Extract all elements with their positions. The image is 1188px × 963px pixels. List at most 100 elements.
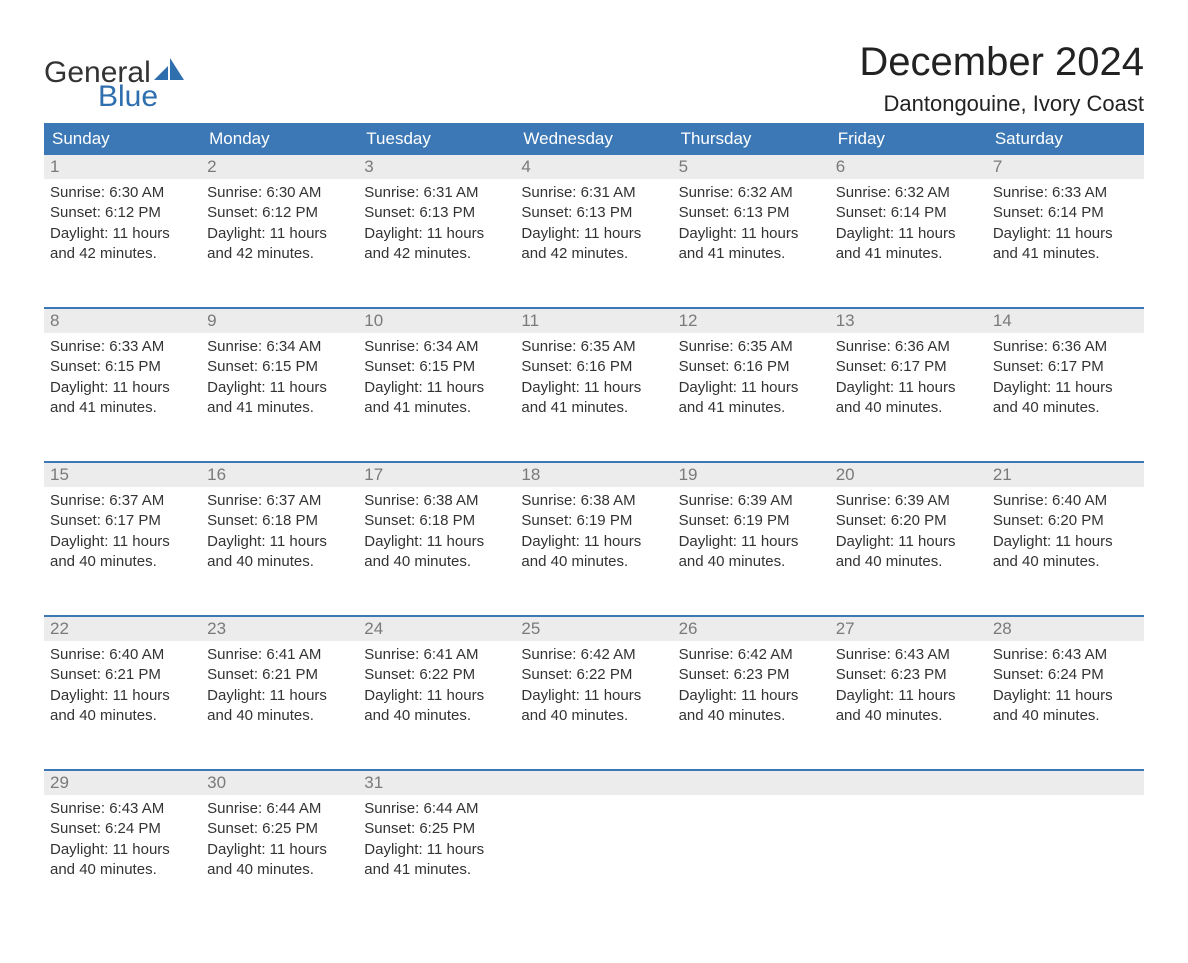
day-body: Sunrise: 6:33 AMSunset: 6:14 PMDaylight:… xyxy=(987,179,1144,282)
daylight-text-1: Daylight: 11 hours xyxy=(207,686,352,706)
day-number-cell xyxy=(673,771,830,795)
day-body: Sunrise: 6:31 AMSunset: 6:13 PMDaylight:… xyxy=(358,179,515,282)
day-number: 8 xyxy=(44,309,201,333)
daylight-text-1: Daylight: 11 hours xyxy=(836,532,981,552)
day-number: 2 xyxy=(201,155,358,179)
day-number-cell: 15 xyxy=(44,463,201,487)
daylight-text-2: and 41 minutes. xyxy=(364,398,509,418)
day-body xyxy=(673,795,830,817)
day-number: 10 xyxy=(358,309,515,333)
day-body: Sunrise: 6:43 AMSunset: 6:23 PMDaylight:… xyxy=(830,641,987,744)
day-body-row: Sunrise: 6:33 AMSunset: 6:15 PMDaylight:… xyxy=(44,333,1144,462)
day-number-cell: 19 xyxy=(673,463,830,487)
day-cell: Sunrise: 6:38 AMSunset: 6:19 PMDaylight:… xyxy=(515,487,672,616)
day-number: 3 xyxy=(358,155,515,179)
day-cell: Sunrise: 6:31 AMSunset: 6:13 PMDaylight:… xyxy=(358,179,515,308)
day-body-row: Sunrise: 6:43 AMSunset: 6:24 PMDaylight:… xyxy=(44,795,1144,923)
sunrise-text: Sunrise: 6:32 AM xyxy=(836,183,981,203)
day-cell: Sunrise: 6:33 AMSunset: 6:15 PMDaylight:… xyxy=(44,333,201,462)
day-number-cell: 30 xyxy=(201,771,358,795)
sunrise-text: Sunrise: 6:39 AM xyxy=(836,491,981,511)
day-number-cell: 18 xyxy=(515,463,672,487)
day-cell: Sunrise: 6:35 AMSunset: 6:16 PMDaylight:… xyxy=(515,333,672,462)
day-number xyxy=(830,771,987,795)
daylight-text-2: and 40 minutes. xyxy=(993,706,1138,726)
sunset-text: Sunset: 6:20 PM xyxy=(993,511,1138,531)
sunset-text: Sunset: 6:21 PM xyxy=(50,665,195,685)
sunset-text: Sunset: 6:16 PM xyxy=(521,357,666,377)
sunset-text: Sunset: 6:19 PM xyxy=(679,511,824,531)
daylight-text-1: Daylight: 11 hours xyxy=(679,532,824,552)
daylight-text-1: Daylight: 11 hours xyxy=(364,378,509,398)
day-number: 18 xyxy=(515,463,672,487)
sunrise-text: Sunrise: 6:43 AM xyxy=(50,799,195,819)
sunset-text: Sunset: 6:20 PM xyxy=(836,511,981,531)
day-cell: Sunrise: 6:44 AMSunset: 6:25 PMDaylight:… xyxy=(358,795,515,923)
daylight-text-2: and 41 minutes. xyxy=(207,398,352,418)
day-cell: Sunrise: 6:32 AMSunset: 6:14 PMDaylight:… xyxy=(830,179,987,308)
day-cell: Sunrise: 6:38 AMSunset: 6:18 PMDaylight:… xyxy=(358,487,515,616)
sunset-text: Sunset: 6:25 PM xyxy=(364,819,509,839)
calendar-table: Sunday Monday Tuesday Wednesday Thursday… xyxy=(44,123,1144,923)
daylight-text-1: Daylight: 11 hours xyxy=(207,378,352,398)
daylight-text-2: and 41 minutes. xyxy=(50,398,195,418)
day-number-row: 891011121314 xyxy=(44,309,1144,333)
sunset-text: Sunset: 6:13 PM xyxy=(521,203,666,223)
sunset-text: Sunset: 6:24 PM xyxy=(50,819,195,839)
sunrise-text: Sunrise: 6:41 AM xyxy=(207,645,352,665)
day-number: 23 xyxy=(201,617,358,641)
header: General Blue December 2024 Dantongouine,… xyxy=(44,40,1144,117)
daylight-text-1: Daylight: 11 hours xyxy=(679,686,824,706)
weekday-header: Sunday xyxy=(44,123,201,155)
daylight-text-2: and 42 minutes. xyxy=(521,244,666,264)
day-number: 5 xyxy=(673,155,830,179)
day-cell: Sunrise: 6:40 AMSunset: 6:21 PMDaylight:… xyxy=(44,641,201,770)
day-number: 31 xyxy=(358,771,515,795)
daylight-text-1: Daylight: 11 hours xyxy=(50,840,195,860)
day-body: Sunrise: 6:37 AMSunset: 6:18 PMDaylight:… xyxy=(201,487,358,590)
weekday-header-row: Sunday Monday Tuesday Wednesday Thursday… xyxy=(44,123,1144,155)
day-body: Sunrise: 6:34 AMSunset: 6:15 PMDaylight:… xyxy=(201,333,358,436)
day-body: Sunrise: 6:42 AMSunset: 6:23 PMDaylight:… xyxy=(673,641,830,744)
daylight-text-2: and 40 minutes. xyxy=(50,860,195,880)
day-body: Sunrise: 6:30 AMSunset: 6:12 PMDaylight:… xyxy=(44,179,201,282)
daylight-text-1: Daylight: 11 hours xyxy=(207,532,352,552)
title-block: December 2024 Dantongouine, Ivory Coast xyxy=(859,40,1144,117)
day-number-cell: 8 xyxy=(44,309,201,333)
daylight-text-2: and 40 minutes. xyxy=(836,706,981,726)
day-cell: Sunrise: 6:40 AMSunset: 6:20 PMDaylight:… xyxy=(987,487,1144,616)
sunrise-text: Sunrise: 6:33 AM xyxy=(993,183,1138,203)
day-cell xyxy=(673,795,830,923)
daylight-text-2: and 40 minutes. xyxy=(207,552,352,572)
sunrise-text: Sunrise: 6:37 AM xyxy=(50,491,195,511)
sunrise-text: Sunrise: 6:43 AM xyxy=(993,645,1138,665)
day-body: Sunrise: 6:40 AMSunset: 6:20 PMDaylight:… xyxy=(987,487,1144,590)
day-body: Sunrise: 6:30 AMSunset: 6:12 PMDaylight:… xyxy=(201,179,358,282)
day-cell: Sunrise: 6:41 AMSunset: 6:21 PMDaylight:… xyxy=(201,641,358,770)
day-body: Sunrise: 6:43 AMSunset: 6:24 PMDaylight:… xyxy=(44,795,201,898)
day-number-cell: 12 xyxy=(673,309,830,333)
sunset-text: Sunset: 6:19 PM xyxy=(521,511,666,531)
sunrise-text: Sunrise: 6:44 AM xyxy=(364,799,509,819)
day-cell: Sunrise: 6:34 AMSunset: 6:15 PMDaylight:… xyxy=(201,333,358,462)
sunset-text: Sunset: 6:23 PM xyxy=(679,665,824,685)
sunrise-text: Sunrise: 6:32 AM xyxy=(679,183,824,203)
daylight-text-2: and 40 minutes. xyxy=(836,552,981,572)
daylight-text-2: and 40 minutes. xyxy=(50,706,195,726)
daylight-text-2: and 40 minutes. xyxy=(993,552,1138,572)
day-number-cell: 10 xyxy=(358,309,515,333)
sunset-text: Sunset: 6:24 PM xyxy=(993,665,1138,685)
day-number-row: 15161718192021 xyxy=(44,463,1144,487)
daylight-text-2: and 40 minutes. xyxy=(364,706,509,726)
weekday-header: Wednesday xyxy=(515,123,672,155)
sunrise-text: Sunrise: 6:35 AM xyxy=(521,337,666,357)
day-number-cell: 6 xyxy=(830,155,987,179)
day-number xyxy=(673,771,830,795)
day-number: 30 xyxy=(201,771,358,795)
daylight-text-1: Daylight: 11 hours xyxy=(993,686,1138,706)
day-body: Sunrise: 6:43 AMSunset: 6:24 PMDaylight:… xyxy=(987,641,1144,744)
day-number-cell: 24 xyxy=(358,617,515,641)
daylight-text-2: and 41 minutes. xyxy=(521,398,666,418)
day-body: Sunrise: 6:34 AMSunset: 6:15 PMDaylight:… xyxy=(358,333,515,436)
day-number xyxy=(987,771,1144,795)
